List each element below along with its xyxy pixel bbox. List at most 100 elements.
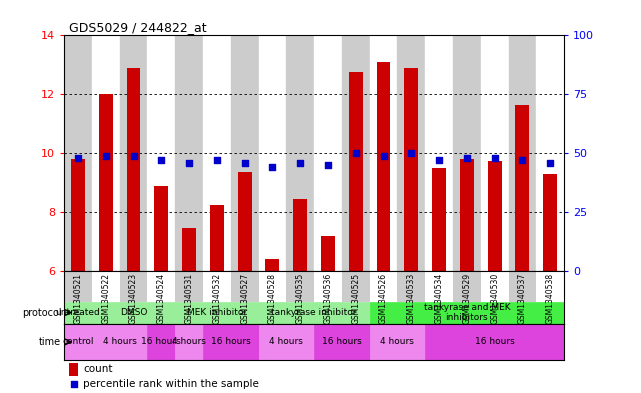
Bar — [92, 301, 175, 323]
Text: GSM1340530: GSM1340530 — [490, 273, 499, 324]
Bar — [258, 271, 287, 301]
Text: 4 hours: 4 hours — [269, 338, 303, 346]
Point — [517, 157, 528, 163]
Bar — [515, 105, 529, 271]
Point — [267, 164, 278, 171]
Bar — [175, 301, 258, 323]
Bar — [210, 205, 224, 271]
Bar — [154, 185, 168, 271]
Bar — [370, 323, 425, 360]
Bar — [92, 271, 120, 301]
Bar — [404, 68, 418, 271]
Bar — [175, 323, 203, 360]
Bar — [64, 35, 92, 271]
Bar — [453, 271, 481, 301]
Text: GSM1340526: GSM1340526 — [379, 273, 388, 324]
Text: tankyrase and MEK
inhibitors: tankyrase and MEK inhibitors — [424, 303, 510, 322]
Bar — [120, 271, 147, 301]
Text: MEK inhibitor: MEK inhibitor — [187, 308, 247, 317]
Bar — [460, 159, 474, 271]
Point — [295, 160, 305, 166]
Bar — [508, 35, 537, 271]
Text: time: time — [39, 337, 62, 347]
Point — [101, 152, 111, 159]
Bar — [238, 173, 251, 271]
Point — [323, 162, 333, 168]
Text: control: control — [62, 338, 94, 346]
Point — [212, 157, 222, 163]
Bar — [321, 236, 335, 271]
Bar — [377, 62, 390, 271]
Point — [434, 157, 444, 163]
Bar — [488, 161, 501, 271]
Bar — [175, 35, 203, 271]
Text: GSM1340537: GSM1340537 — [518, 273, 527, 324]
Point — [184, 160, 194, 166]
Bar — [147, 323, 175, 360]
Bar — [508, 271, 537, 301]
Bar — [425, 271, 453, 301]
Bar — [432, 168, 446, 271]
Text: 4 hours: 4 hours — [381, 338, 414, 346]
Text: GSM1340527: GSM1340527 — [240, 273, 249, 324]
Bar — [314, 35, 342, 271]
Text: GSM1340529: GSM1340529 — [462, 273, 471, 324]
Text: 16 hours: 16 hours — [142, 338, 181, 346]
Bar — [92, 323, 147, 360]
Text: protocol: protocol — [22, 308, 62, 318]
Point — [128, 152, 138, 159]
Bar — [69, 363, 78, 376]
Bar — [258, 301, 370, 323]
Bar — [370, 35, 397, 271]
Bar — [64, 301, 92, 323]
Point — [395, 324, 406, 331]
Bar — [481, 271, 508, 301]
Bar — [258, 323, 314, 360]
Bar — [182, 228, 196, 271]
Bar — [342, 35, 370, 271]
Bar — [64, 323, 92, 360]
Text: GSM1340536: GSM1340536 — [324, 273, 333, 324]
Bar — [397, 35, 425, 271]
Point — [406, 150, 417, 156]
Bar — [537, 35, 564, 271]
Point — [73, 155, 83, 161]
Text: GSM1340521: GSM1340521 — [74, 273, 83, 324]
Bar — [287, 35, 314, 271]
Bar — [342, 271, 370, 301]
Text: GSM1340522: GSM1340522 — [101, 273, 110, 324]
Bar — [425, 323, 564, 360]
Point — [156, 157, 167, 163]
Bar — [175, 271, 203, 301]
Text: 4 hours: 4 hours — [172, 338, 206, 346]
Bar — [127, 68, 140, 271]
Bar — [203, 271, 231, 301]
Text: GSM1340525: GSM1340525 — [351, 273, 360, 324]
Bar — [231, 271, 258, 301]
Text: GSM1340524: GSM1340524 — [157, 273, 166, 324]
Text: count: count — [83, 364, 113, 375]
Text: 4 hours: 4 hours — [103, 338, 137, 346]
Bar — [147, 35, 175, 271]
Bar — [349, 72, 363, 271]
Bar — [425, 35, 453, 271]
Point — [490, 155, 500, 161]
Bar — [294, 199, 307, 271]
Text: untreated: untreated — [56, 308, 101, 317]
Point — [240, 160, 250, 166]
Bar — [258, 35, 287, 271]
Bar — [203, 323, 258, 360]
Bar — [92, 35, 120, 271]
Bar — [64, 271, 92, 301]
Bar — [314, 323, 370, 360]
Bar — [370, 271, 397, 301]
Text: GSM1340523: GSM1340523 — [129, 273, 138, 324]
Bar — [287, 271, 314, 301]
Text: GSM1340538: GSM1340538 — [545, 273, 554, 324]
Text: 16 hours: 16 hours — [211, 338, 251, 346]
Bar — [147, 271, 175, 301]
Bar — [537, 271, 564, 301]
Text: tankyrase inhibitor: tankyrase inhibitor — [271, 308, 357, 317]
Bar — [265, 259, 279, 271]
Point — [545, 160, 555, 166]
